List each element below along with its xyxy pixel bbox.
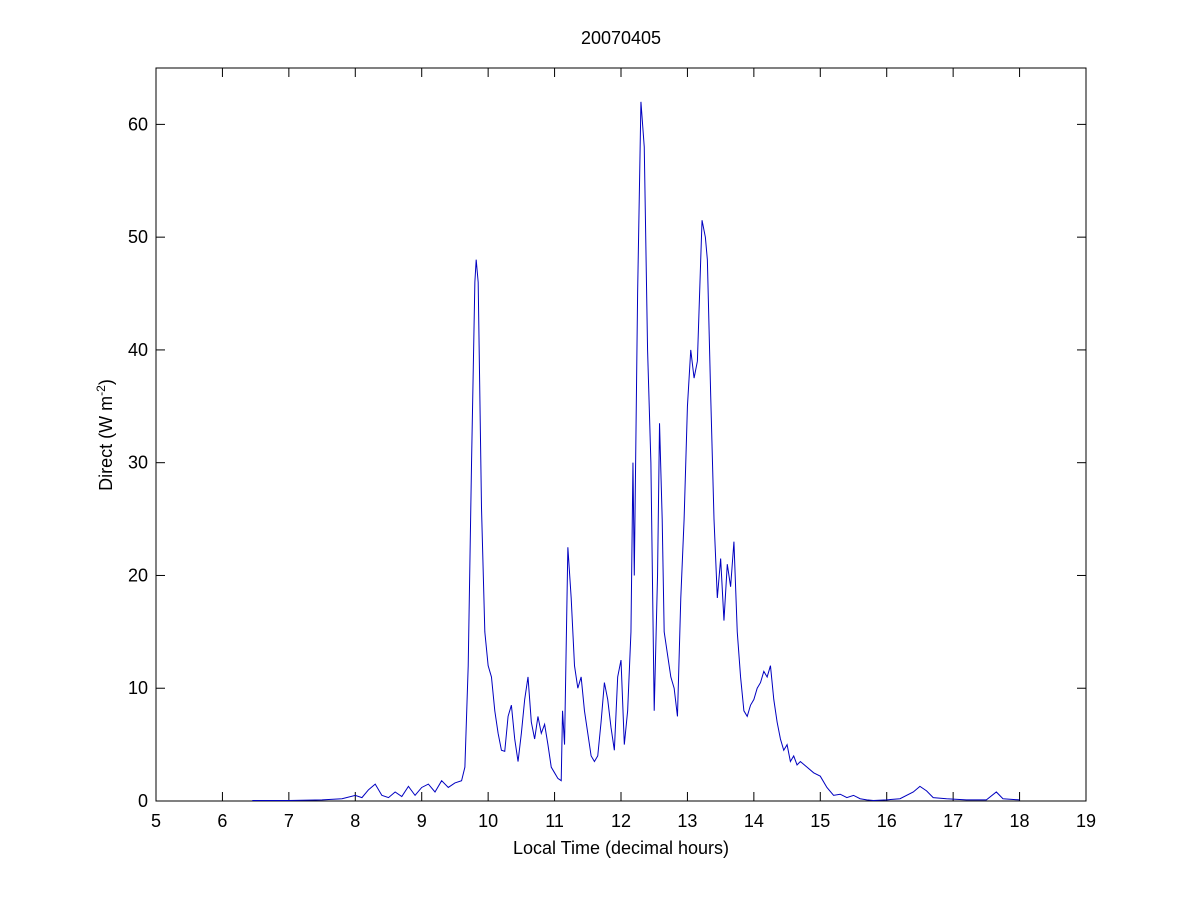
y-tick-label: 20 <box>128 565 148 585</box>
y-axis-label: Direct (W m-2) <box>94 379 116 491</box>
y-axis-label-text: Direct (W m <box>96 396 116 491</box>
y-axis-label-superscript: -2 <box>94 385 108 396</box>
x-tick-label: 15 <box>810 811 830 831</box>
x-tick-label: 17 <box>943 811 963 831</box>
x-tick-label: 18 <box>1010 811 1030 831</box>
x-tick-label: 12 <box>611 811 631 831</box>
x-tick-label: 7 <box>284 811 294 831</box>
x-tick-label: 11 <box>545 811 564 831</box>
x-tick-label: 10 <box>478 811 498 831</box>
chart-title: 20070405 <box>581 28 661 48</box>
x-tick-label: 6 <box>217 811 227 831</box>
y-tick-label: 50 <box>128 227 148 247</box>
y-tick-label: 0 <box>138 791 148 811</box>
y-tick-label: 40 <box>128 340 148 360</box>
y-tick-label: 60 <box>128 114 148 134</box>
x-tick-label: 16 <box>877 811 897 831</box>
x-tick-label: 8 <box>350 811 360 831</box>
x-tick-label: 5 <box>151 811 161 831</box>
x-tick-label: 13 <box>677 811 697 831</box>
y-tick-label: 10 <box>128 678 148 698</box>
x-tick-label: 14 <box>744 811 764 831</box>
x-axis-label: Local Time (decimal hours) <box>513 838 729 858</box>
x-tick-label: 9 <box>417 811 427 831</box>
x-tick-label: 19 <box>1076 811 1096 831</box>
y-axis-label-suffix: ) <box>96 379 116 385</box>
data-line <box>252 101 1020 801</box>
y-tick-label: 30 <box>128 453 148 473</box>
